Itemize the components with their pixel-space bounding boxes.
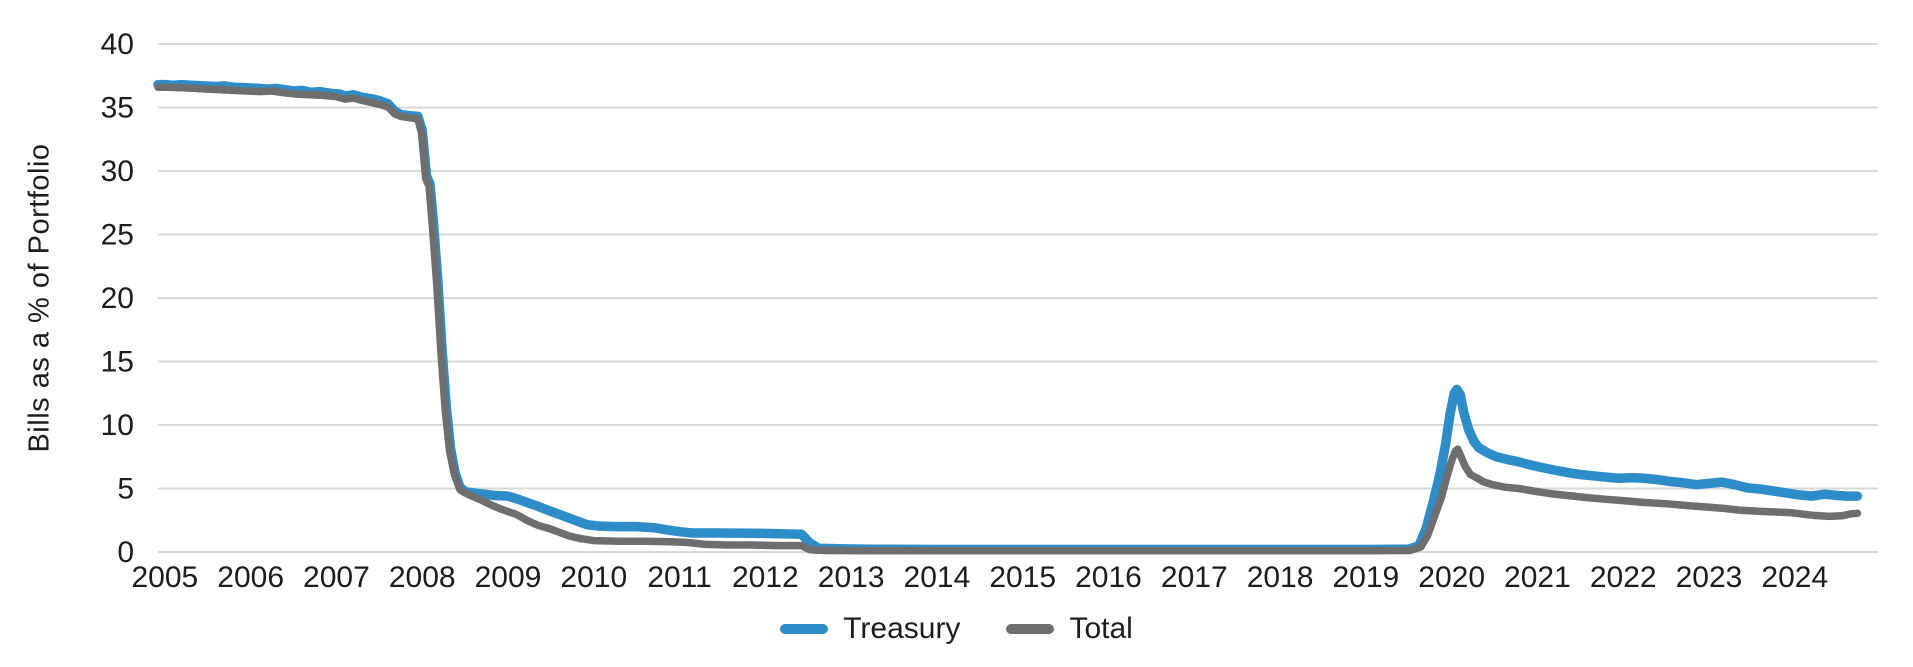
x-tick-label-2023: 2023 [1676,561,1743,594]
x-tick-label-2010: 2010 [560,561,627,594]
x-tick-label-2022: 2022 [1590,561,1657,594]
x-tick-label-2018: 2018 [1247,561,1314,594]
y-tick-label-40: 40 [101,28,134,61]
x-tick-label-2024: 2024 [1761,561,1828,594]
x-tick-label-2009: 2009 [475,561,542,594]
y-tick-label-5: 5 [117,473,134,506]
x-tick-label-2017: 2017 [1161,561,1228,594]
y-tick-label-35: 35 [101,92,134,125]
y-tick-label-30: 30 [101,155,134,188]
x-tick-label-2013: 2013 [818,561,885,594]
x-tick-label-2006: 2006 [217,561,284,594]
x-tick-label-2011: 2011 [647,561,712,594]
y-tick-label-15: 15 [101,346,134,379]
x-tick-label-2021: 2021 [1504,561,1571,594]
x-tick-label-2014: 2014 [904,561,971,594]
x-tick-label-2016: 2016 [1075,561,1142,594]
legend-label-treasury: Treasury [843,612,961,645]
x-tick-label-2019: 2019 [1332,561,1399,594]
legend-item-total: Total [1006,612,1133,646]
treasury-line-swatch [780,624,829,634]
y-tick-label-10: 10 [101,409,134,442]
x-tick-label-2005: 2005 [131,561,198,594]
series-line-treasury [153,79,1863,555]
y-tick-label-20: 20 [101,282,134,315]
legend-item-treasury: Treasury [780,612,960,646]
y-tick-label-25: 25 [101,219,134,252]
x-tick-label-2007: 2007 [303,561,370,594]
x-tick-label-2008: 2008 [389,561,456,594]
legend-label-total: Total [1069,612,1133,645]
y-tick-label-0: 0 [117,536,134,569]
legend: Treasury Total [0,610,1913,648]
x-tick-label-2015: 2015 [989,561,1056,594]
total-line-swatch [1006,624,1055,634]
series-line-total [154,83,1862,555]
x-tick-label-2020: 2020 [1418,561,1485,594]
x-tick-label-2012: 2012 [732,561,799,594]
